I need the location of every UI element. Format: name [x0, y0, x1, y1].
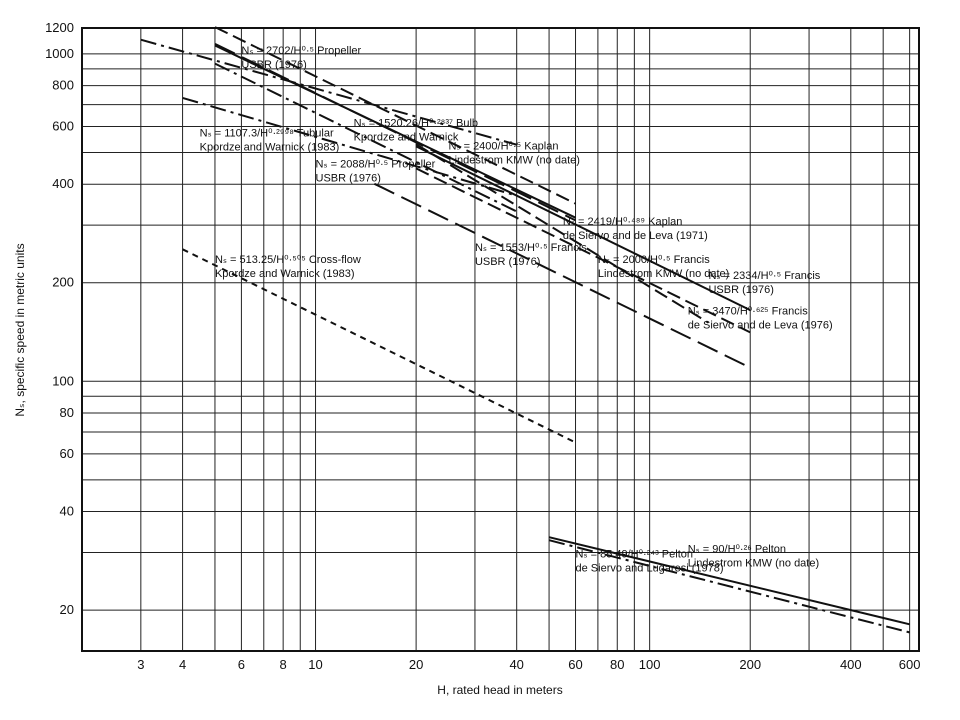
annotation-line: Nₛ = 1520.26/H⁰·²⁸³⁷ Bulb [354, 118, 478, 130]
x-tick-label: 20 [409, 657, 423, 672]
annotation-label: Nₛ = 90/H⁰·²⁶ Pelton Lindestrom KMW (no d… [688, 543, 819, 569]
annotation-label: Nₛ = 2000/H⁰·⁵ Francis Lindestrom KMW (no… [598, 254, 729, 280]
grid-lines [82, 27, 919, 651]
x-tick-label: 10 [308, 657, 322, 672]
series-line [415, 167, 751, 334]
y-tick-label: 1000 [45, 46, 74, 61]
tick-labels: 3 4 6 8 10 20 40 60 80 100 200 400 600 20 40 60 80 100 200… [45, 20, 920, 672]
x-tick-label: 100 [639, 657, 661, 672]
annotation-label: Nₛ = 2702/H⁰·⁵ Propeller USBR (1976) [241, 45, 361, 71]
annotation-label: Nₛ = 2334/H⁰·⁵ Francis USBR (1976) [708, 270, 820, 296]
series-line [373, 182, 751, 369]
x-tick-label: 60 [568, 657, 582, 672]
annotation-line: Lindestrom KMW (no date) [598, 268, 729, 280]
annotation-line: Nₛ = 90/H⁰·²⁶ Pelton [688, 543, 786, 555]
annotation-label: Nₛ = 1107.3/H⁰·²⁹⁹⁸ Tubular Kpordze and W… [200, 127, 340, 153]
annotation-line: Nₛ = 2702/H⁰·⁵ Propeller [241, 45, 361, 57]
x-tick-label: 600 [899, 657, 921, 672]
series-line [140, 38, 517, 146]
annotation-label: Nₛ = 2400/H⁰·⁵ Kaplan Lindestrom KMW (no … [448, 141, 579, 167]
annotation-line: Nₛ = 2334/H⁰·⁵ Francis [708, 270, 820, 282]
annotation-line: USBR (1976) [316, 172, 381, 184]
y-tick-label: 400 [52, 176, 74, 191]
annotation-line: Lindestrom KMW (no date) [688, 557, 819, 569]
annotation-line: Nₛ = 513.25/H⁰·⁵⁰⁵ Cross-flow [215, 254, 361, 266]
series-line [415, 143, 710, 324]
annotation-line: Kpordze and Warnick [354, 132, 459, 144]
series-line [214, 26, 576, 205]
annotation-line: Nₛ = 2088/H⁰·⁵ Propeller [316, 158, 436, 170]
series-line [182, 248, 576, 444]
y-tick-label: 20 [60, 602, 74, 617]
y-tick-label: 1200 [45, 20, 74, 35]
series-line [214, 62, 518, 213]
series-line [214, 44, 576, 219]
y-tick-label: 200 [52, 275, 74, 290]
x-tick-label: 400 [840, 657, 862, 672]
y-tick-label: 80 [60, 405, 74, 420]
annotation-label: Nₛ = 1553/H⁰·⁵ Francis USBR (1976) [475, 242, 587, 268]
y-tick-label: 800 [52, 78, 74, 93]
y-tick-label: 100 [52, 373, 74, 388]
x-tick-label: 3 [137, 657, 144, 672]
annotation-label: Nₛ = 85.49/H⁰·²⁴³ Pelton de Siervo and Lu… [576, 548, 724, 574]
annotation-label: Nₛ = 2419/H⁰·⁴⁸⁹ Kaplan de Siervo and de … [563, 216, 708, 242]
series-line [415, 145, 751, 311]
x-tick-label: 8 [280, 657, 287, 672]
series-lines [140, 26, 910, 634]
x-tick-label: 80 [610, 657, 624, 672]
series-line [182, 96, 517, 197]
annotation-line: de Siervo and de Leva (1971) [563, 230, 708, 242]
x-tick-label: 4 [179, 657, 186, 672]
annotation-labels: Nₛ = 2702/H⁰·⁵ Propeller USBR (1976)Nₛ = … [200, 45, 833, 574]
annotation-label: Nₛ = 513.25/H⁰·⁵⁰⁵ Cross-flow Kpordze and… [215, 254, 361, 280]
y-axis-label: Nₛ, specific speed in metric units [13, 243, 27, 416]
series-line [548, 539, 910, 634]
annotation-line: Kpordze and Warnick (1983) [215, 268, 355, 280]
annotation-line: USBR (1976) [241, 59, 306, 71]
y-tick-label: 60 [60, 446, 74, 461]
annotation-line: Nₛ = 2000/H⁰·⁵ Francis [598, 254, 710, 266]
annotation-line: Nₛ = 3470/H⁰·⁶²⁵ Francis [688, 305, 808, 317]
y-tick-label: 600 [52, 119, 74, 134]
annotation-line: Kpordze and Warnick (1983) [200, 141, 340, 153]
annotation-line: de Siervo and Lugaresi (1978) [576, 562, 724, 574]
series-line [548, 536, 910, 626]
x-tick-label: 200 [739, 657, 761, 672]
annotation-line: Nₛ = 2400/H⁰·⁵ Kaplan [448, 141, 558, 153]
annotation-line: USBR (1976) [708, 284, 773, 296]
annotation-label: Nₛ = 2088/H⁰·⁵ Propeller USBR (1976) [316, 158, 436, 184]
annotation-line: Nₛ = 1107.3/H⁰·²⁹⁹⁸ Tubular [200, 127, 334, 139]
annotation-line: de Siervo and de Leva (1976) [688, 319, 833, 331]
annotation-line: USBR (1976) [475, 256, 540, 268]
y-tick-label: 40 [60, 504, 74, 519]
x-axis-label: H, rated head in meters [437, 683, 562, 697]
plot-frame [81, 27, 920, 652]
x-tick-label: 40 [509, 657, 523, 672]
annotation-line: Nₛ = 2419/H⁰·⁴⁸⁹ Kaplan [563, 216, 683, 228]
annotation-label: Nₛ = 3470/H⁰·⁶²⁵ Francis de Siervo and de… [688, 305, 833, 331]
annotation-line: Nₛ = 1553/H⁰·⁵ Francis [475, 242, 587, 254]
annotation-line: Nₛ = 85.49/H⁰·²⁴³ Pelton [576, 548, 693, 560]
annotation-line: Lindestrom KMW (no date) [448, 155, 579, 167]
annotation-label: Nₛ = 1520.26/H⁰·²⁸³⁷ Bulb Kpordze and War… [354, 118, 478, 144]
x-tick-label: 6 [238, 657, 245, 672]
